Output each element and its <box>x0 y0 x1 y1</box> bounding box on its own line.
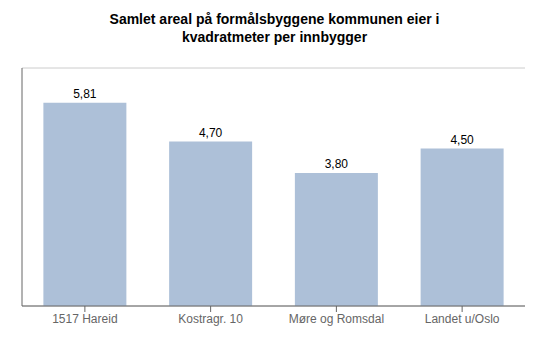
svg-text:4,70: 4,70 <box>199 126 223 140</box>
svg-text:3,80: 3,80 <box>325 157 349 171</box>
svg-text:1517 Hareid: 1517 Hareid <box>52 312 117 326</box>
svg-text:4,50: 4,50 <box>450 133 474 147</box>
svg-text:Møre og Romsdal: Møre og Romsdal <box>289 312 384 326</box>
svg-text:Landet u/Oslo: Landet u/Oslo <box>425 312 500 326</box>
html-text:kvadratmeter per innbygger: kvadratmeter per innbygger <box>181 29 368 45</box>
svg-text:Kostragr. 10: Kostragr. 10 <box>178 312 243 326</box>
svg-text:5,81: 5,81 <box>73 87 97 101</box>
html-text:Samlet areal på formålsbyggene: Samlet areal på formålsbyggene kommunen … <box>109 11 440 27</box>
